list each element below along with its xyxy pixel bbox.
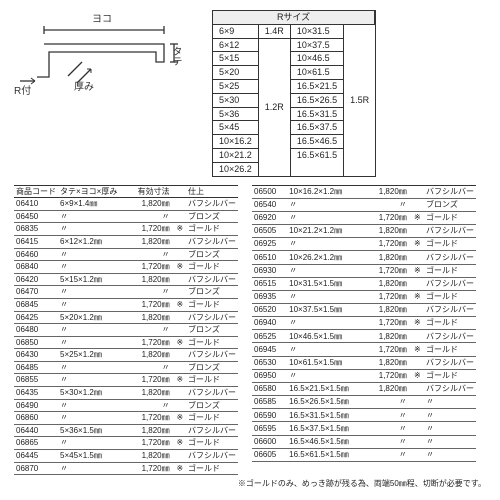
table-row: 0659016.5×31.5×1.5㎜〃〃	[252, 409, 476, 422]
table-row: 06850〃1,720㎜※ゴールド	[14, 336, 238, 349]
label-atsumi: 厚み	[74, 82, 94, 94]
table-row: 064255×20×1.2㎜1,820㎜バフシルバー	[14, 311, 238, 324]
table-row: 06490〃〃ブロンズ	[14, 399, 238, 412]
table-row: 0660516.5×61.5×1.5㎜〃〃	[252, 448, 476, 461]
label-yoko: ヨコ	[92, 14, 112, 26]
table-row: 06470〃〃ブロンズ	[14, 286, 238, 299]
table-row: 06840〃1,720㎜※ゴールド	[14, 261, 238, 274]
product-table-left: 商品コードタテ×ヨコ×厚み有効寸法仕上064106×9×1.4㎜1,820㎜バフ…	[14, 185, 238, 476]
table-row: 064455×45×1.5㎜1,820㎜バフシルバー	[14, 450, 238, 463]
table-row: 0658016.5×21.5×1.5㎜1,820㎜バフシルバー	[252, 382, 476, 395]
table-row: 064205×15×1.2㎜1,820㎜バフシルバー	[14, 273, 238, 286]
table-row: 06835〃1,720㎜※ゴールド	[14, 223, 238, 236]
table-row: 06460〃〃ブロンズ	[14, 248, 238, 261]
label-rtsuki: R付	[14, 86, 31, 98]
table-row: 06485〃〃ブロンズ	[14, 361, 238, 374]
table-row: 0651510×31.5×1.5㎜1,820㎜バフシルバー	[252, 277, 476, 290]
table-row: 06930〃1,720㎜※ゴールド	[252, 264, 476, 277]
table-row: 06865〃1,720㎜※ゴールド	[14, 437, 238, 450]
table-row: 06855〃1,720㎜※ゴールド	[14, 374, 238, 387]
table-row: 0650010×16.2×1.2㎜1,820㎜バフシルバー	[252, 185, 476, 198]
table-row: 064156×12×1.2㎜1,820㎜バフシルバー	[14, 235, 238, 248]
table-header: 商品コードタテ×ヨコ×厚み有効寸法仕上	[14, 185, 238, 198]
top-section: ヨコ タテ 厚み R付 Rサイズ6×91.4R10×31.51.5R6×121.…	[14, 10, 486, 177]
table-row: 064305×25×1.2㎜1,820㎜バフシルバー	[14, 349, 238, 362]
table-row: 06540〃〃ブロンズ	[252, 198, 476, 211]
table-row: 0652010×37.5×1.5㎜1,820㎜バフシルバー	[252, 303, 476, 316]
table-row: 0651010×26.2×1.2㎜1,820㎜バフシルバー	[252, 251, 476, 264]
table-row: 06450〃〃ブロンズ	[14, 210, 238, 223]
table-row: 0650510×21.2×1.2㎜1,820㎜バフシルバー	[252, 225, 476, 238]
table-row: 06920〃1,720㎜※ゴールド	[252, 211, 476, 224]
table-row: 0659516.5×37.5×1.5㎜〃〃	[252, 422, 476, 435]
table-row: 0653010×61.5×1.5㎜1,820㎜バフシルバー	[252, 356, 476, 369]
table-row: 06845〃1,720㎜※ゴールド	[14, 298, 238, 311]
table-row: 06950〃1,720㎜※ゴールド	[252, 369, 476, 382]
table-row: 06945〃1,720㎜※ゴールド	[252, 343, 476, 356]
footnote: ※ゴールドのみ、めっき跡が残る為、両端50㎜程、切断が必要です。	[14, 479, 486, 489]
product-tables: 商品コードタテ×ヨコ×厚み有効寸法仕上064106×9×1.4㎜1,820㎜バフ…	[14, 185, 486, 476]
profile-diagram: ヨコ タテ 厚み R付	[14, 10, 184, 130]
table-row: 06935〃1,720㎜※ゴールド	[252, 290, 476, 303]
table-row: 0652510×46.5×1.5㎜1,820㎜バフシルバー	[252, 330, 476, 343]
product-table-right: 0650010×16.2×1.2㎜1,820㎜バフシルバー06540〃〃ブロンズ…	[252, 185, 476, 463]
table-row: 06480〃〃ブロンズ	[14, 324, 238, 337]
table-row: 06925〃1,720㎜※ゴールド	[252, 238, 476, 251]
label-tate: タテ	[169, 46, 181, 66]
table-row: 0660016.5×46.5×1.5㎜〃〃	[252, 435, 476, 448]
table-row: 064355×30×1.2㎜1,820㎜バフシルバー	[14, 387, 238, 400]
table-row: 064405×36×1.5㎜1,820㎜バフシルバー	[14, 424, 238, 437]
table-row: 06870〃1,720㎜※ゴールド	[14, 462, 238, 475]
table-row: 06860〃1,720㎜※ゴールド	[14, 412, 238, 425]
r-size-table: Rサイズ6×91.4R10×31.51.5R6×121.2R10×37.55×1…	[212, 10, 376, 177]
table-row: 064106×9×1.4㎜1,820㎜バフシルバー	[14, 198, 238, 211]
table-row: 0658516.5×26.5×1.5㎜〃〃	[252, 396, 476, 409]
table-row: 06940〃1,720㎜※ゴールド	[252, 317, 476, 330]
